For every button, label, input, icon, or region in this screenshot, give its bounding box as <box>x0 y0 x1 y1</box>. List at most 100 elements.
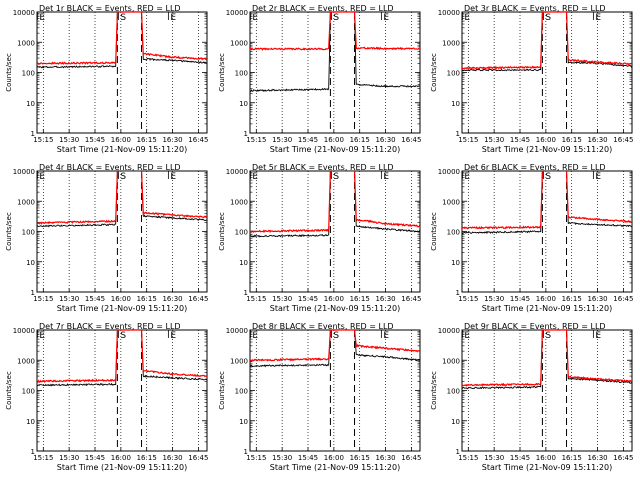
x-tick-label: 16:45 <box>613 295 633 303</box>
series-events-line <box>462 330 632 390</box>
event-marker-label: E <box>595 13 601 23</box>
x-tick-label: 16:15 <box>350 136 370 144</box>
panel-title: Det 6r BLACK = Events, RED = LLD <box>464 163 606 172</box>
x-tick-label: 16:45 <box>188 454 208 462</box>
y-tick-label: 100 <box>22 70 35 78</box>
x-tick-label: 15:30 <box>59 136 79 144</box>
y-tick-label: 100 <box>235 388 248 396</box>
x-tick-label: 15:30 <box>272 454 292 462</box>
y-tick-label: 1 <box>244 448 248 456</box>
event-marker-label: E <box>170 331 176 341</box>
x-tick-label: 15:15 <box>246 295 266 303</box>
series-lld-line <box>250 171 420 233</box>
x-tick-label: 15:30 <box>484 454 504 462</box>
detector-panel: Det 2r BLACK = Events, RED = LLD 15:15 15:… <box>218 4 421 154</box>
x-tick-label: 16:00 <box>111 295 131 303</box>
x-tick-label: 16:00 <box>111 454 131 462</box>
series-lld-line <box>37 330 207 383</box>
series-lld-line <box>462 12 632 70</box>
x-tick-label: 16:45 <box>613 454 633 462</box>
x-axis-label: Start Time (21-Nov-09 15:11:20) <box>57 304 187 313</box>
y-axis-label: Counts/sec <box>5 212 13 251</box>
y-axis-label: Counts/sec <box>218 212 226 251</box>
y-tick-label: 100 <box>235 229 248 237</box>
event-marker-label: S <box>333 331 339 341</box>
x-axis-label: Start Time (21-Nov-09 15:11:20) <box>270 304 400 313</box>
series-lld-line <box>250 330 420 362</box>
event-marker-label: E <box>383 13 389 23</box>
detector-panel: Det 6r BLACK = Events, RED = LLD 15:15 15:… <box>430 163 633 313</box>
x-tick-label: 16:45 <box>188 295 208 303</box>
y-axis-label: Counts/sec <box>218 371 226 410</box>
event-marker-label: S <box>120 331 126 341</box>
x-tick-label: 15:15 <box>33 295 53 303</box>
y-tick-label: 10000 <box>438 327 460 335</box>
y-tick-label: 10000 <box>13 168 35 176</box>
x-tick-label: 16:15 <box>137 454 157 462</box>
x-tick-label: 16:30 <box>162 454 182 462</box>
x-tick-label: 15:15 <box>33 454 53 462</box>
x-tick-label: 16:15 <box>562 136 582 144</box>
y-tick-label: 100 <box>22 229 35 237</box>
x-tick-label: 16:15 <box>562 454 582 462</box>
x-tick-label: 16:00 <box>536 136 556 144</box>
x-tick-label: 15:45 <box>298 295 318 303</box>
y-tick-label: 1 <box>456 448 460 456</box>
event-marker-label: S <box>333 13 339 23</box>
x-tick-label: 16:15 <box>350 454 370 462</box>
y-tick-label: 1 <box>244 130 248 138</box>
x-axis-label: Start Time (21-Nov-09 15:11:20) <box>482 463 612 472</box>
x-tick-label: 15:45 <box>85 454 105 462</box>
x-tick-label: 16:30 <box>587 295 607 303</box>
event-marker-label: S <box>120 13 126 23</box>
x-tick-label: 15:30 <box>484 295 504 303</box>
y-tick-label: 1 <box>31 448 35 456</box>
detector-panel: Det 9r BLACK = Events, RED = LLD 15:15 15:… <box>430 322 633 472</box>
event-marker-label: E <box>595 331 601 341</box>
x-tick-label: 16:30 <box>587 136 607 144</box>
x-tick-label: 16:30 <box>375 295 395 303</box>
x-tick-label: 16:00 <box>324 136 344 144</box>
x-tick-label: 15:45 <box>510 454 530 462</box>
y-tick-label: 1000 <box>17 198 35 206</box>
y-tick-label: 10000 <box>13 9 35 17</box>
x-tick-label: 15:30 <box>484 136 504 144</box>
detector-panel: Det 7r BLACK = Events, RED = LLD 15:15 15:… <box>5 322 208 472</box>
x-tick-label: 15:15 <box>246 136 266 144</box>
x-tick-label: 16:45 <box>401 295 421 303</box>
event-marker-label: S <box>120 172 126 182</box>
y-tick-label: 100 <box>235 70 248 78</box>
series-events-line <box>37 330 207 387</box>
y-tick-label: 10 <box>26 100 35 108</box>
event-marker-label: E <box>252 13 258 23</box>
y-tick-label: 10000 <box>226 327 248 335</box>
series-events-line <box>250 330 420 368</box>
y-tick-label: 1000 <box>17 357 35 365</box>
x-tick-label: 15:15 <box>458 454 478 462</box>
panel-title: Det 2r BLACK = Events, RED = LLD <box>252 4 394 13</box>
panel-title: Det 9r BLACK = Events, RED = LLD <box>464 322 606 331</box>
event-marker-label: E <box>170 172 176 182</box>
y-tick-label: 10 <box>26 418 35 426</box>
detector-panel: Det 1r BLACK = Events, RED = LLD 15:15 15:… <box>5 4 208 154</box>
y-tick-label: 10000 <box>13 327 35 335</box>
y-tick-label: 10 <box>239 259 248 267</box>
y-axis-label: Counts/sec <box>5 371 13 410</box>
event-marker-label: S <box>545 13 551 23</box>
event-marker-label: S <box>545 172 551 182</box>
y-tick-label: 1000 <box>230 357 248 365</box>
event-marker-label: E <box>383 172 389 182</box>
y-tick-label: 100 <box>447 229 460 237</box>
x-tick-label: 15:45 <box>510 295 530 303</box>
x-axis-label: Start Time (21-Nov-09 15:11:20) <box>270 463 400 472</box>
y-tick-label: 1 <box>456 289 460 297</box>
event-marker-label: E <box>170 13 176 23</box>
detector-panel: Det 8r BLACK = Events, RED = LLD 15:15 15:… <box>218 322 421 472</box>
y-tick-label: 10000 <box>438 168 460 176</box>
y-tick-label: 10000 <box>226 9 248 17</box>
x-tick-label: 15:45 <box>298 136 318 144</box>
x-tick-label: 15:30 <box>59 454 79 462</box>
x-tick-label: 16:00 <box>536 295 556 303</box>
